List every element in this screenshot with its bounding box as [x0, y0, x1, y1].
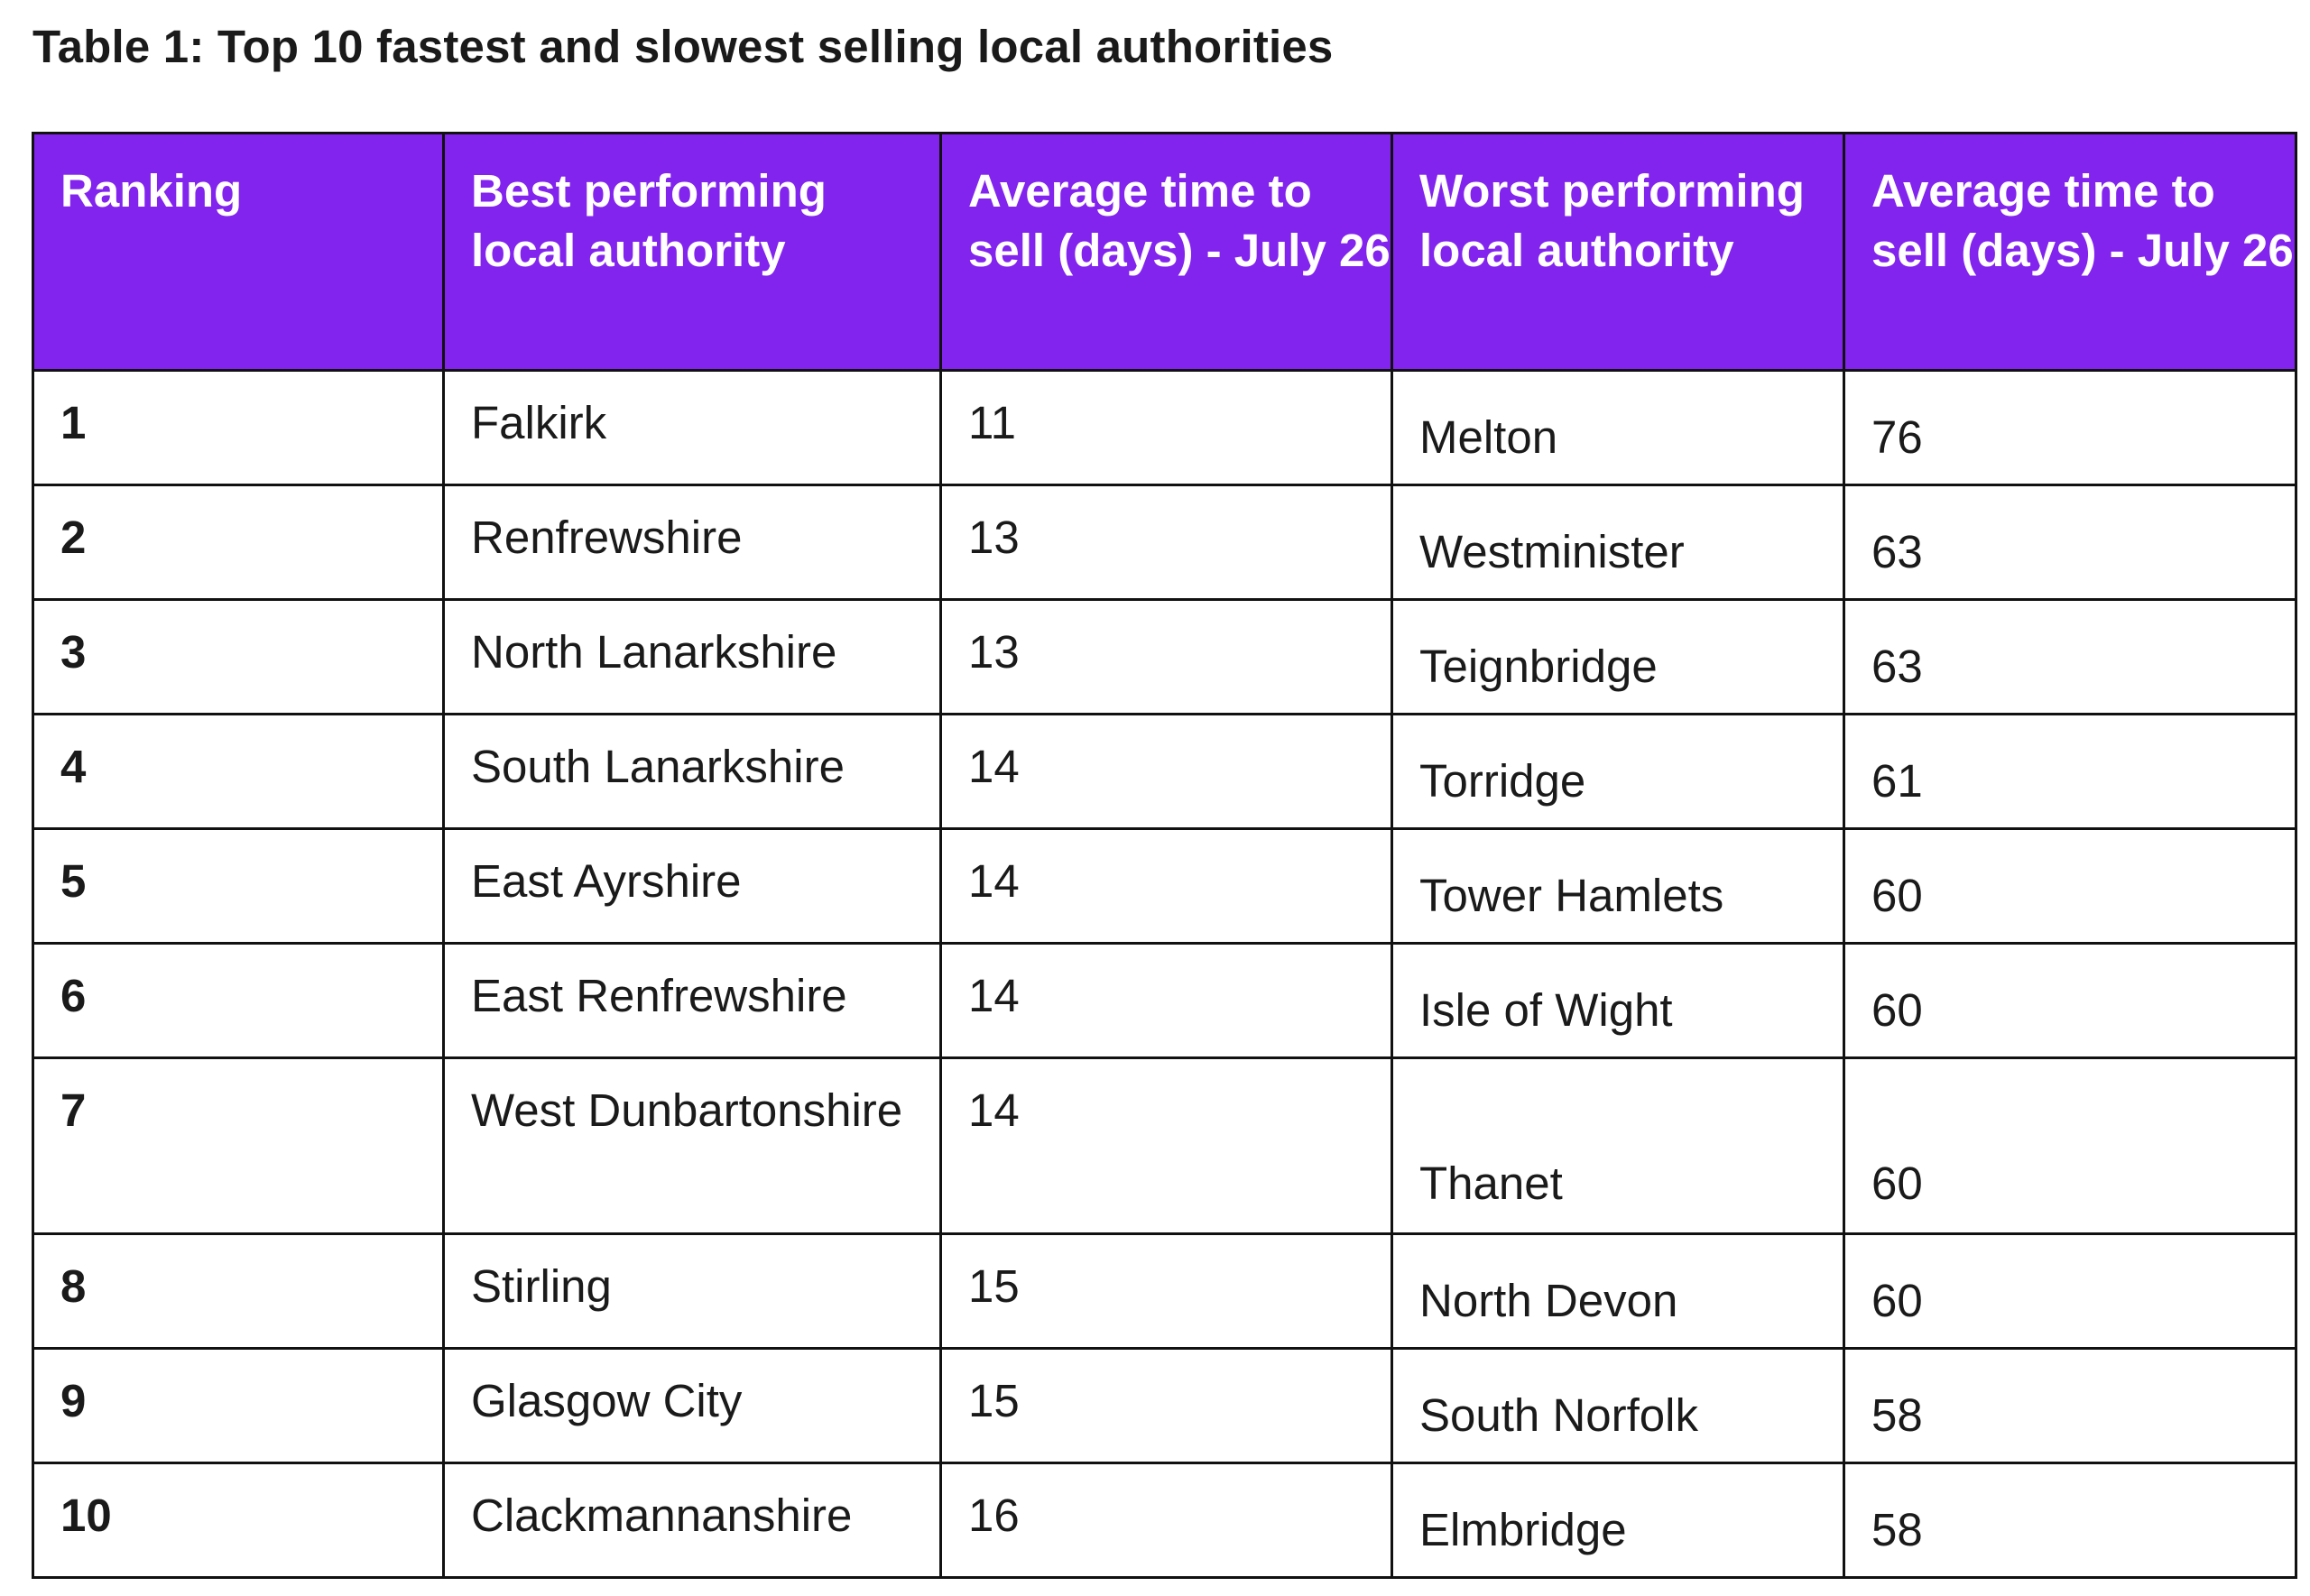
table-row: 4 South Lanarkshire 14 Torridge 61	[32, 713, 2297, 830]
rank-cell: 2	[32, 484, 445, 601]
best-authority-cell: East Renfrewshire	[442, 942, 942, 1059]
rank-cell: 4	[32, 713, 445, 830]
table-row: 8 Stirling 15 North Devon 60	[32, 1232, 2297, 1350]
best-days-cell: 13	[939, 598, 1393, 715]
table-row: 5 East Ayrshire 14 Tower Hamlets 60	[32, 827, 2297, 945]
worst-days-cell: 76	[1843, 369, 2297, 486]
rank-cell: 10	[32, 1462, 445, 1579]
table-row: 6 East Renfrewshire 14 Isle of Wight 60	[32, 942, 2297, 1059]
worst-days-cell: 61	[1843, 713, 2297, 830]
header-best-authority: Best performing local authority	[442, 132, 942, 372]
rank-cell: 3	[32, 598, 445, 715]
best-days-cell: 15	[939, 1347, 1393, 1464]
worst-days-cell: 58	[1843, 1347, 2297, 1464]
best-authority-cell: Clackmannanshire	[442, 1462, 942, 1579]
rankings-table: Ranking Best performing local authority …	[32, 132, 2297, 1579]
best-authority-cell: Stirling	[442, 1232, 942, 1350]
worst-authority-cell: Teignbridge	[1391, 598, 1845, 715]
worst-authority-cell: Torridge	[1391, 713, 1845, 830]
worst-days-cell: 58	[1843, 1462, 2297, 1579]
worst-authority-cell: Melton	[1391, 369, 1845, 486]
table-row: 3 North Lanarkshire 13 Teignbridge 63	[32, 598, 2297, 715]
best-authority-cell: North Lanarkshire	[442, 598, 942, 715]
table-row: 2 Renfrewshire 13 Westminister 63	[32, 484, 2297, 601]
best-days-cell: 14	[939, 827, 1393, 945]
worst-authority-cell: Elmbridge	[1391, 1462, 1845, 1579]
worst-authority-cell: Tower Hamlets	[1391, 827, 1845, 945]
rank-cell: 5	[32, 827, 445, 945]
header-ranking: Ranking	[32, 132, 445, 372]
rank-cell: 7	[32, 1056, 445, 1235]
worst-authority-cell: Isle of Wight	[1391, 942, 1845, 1059]
best-days-cell: 13	[939, 484, 1393, 601]
worst-days-cell: 60	[1843, 1232, 2297, 1350]
worst-authority-cell: South Norfolk	[1391, 1347, 1845, 1464]
worst-authority-cell: Westminister	[1391, 484, 1845, 601]
best-days-cell: 14	[939, 713, 1393, 830]
best-authority-cell: East Ayrshire	[442, 827, 942, 945]
header-row: Ranking Best performing local authority …	[32, 132, 2297, 372]
worst-days-cell: 60	[1843, 827, 2297, 945]
table-row: 1 Falkirk 11 Melton 76	[32, 369, 2297, 486]
best-days-cell: 14	[939, 942, 1393, 1059]
best-days-cell: 14	[939, 1056, 1393, 1235]
rank-cell: 9	[32, 1347, 445, 1464]
best-days-cell: 15	[939, 1232, 1393, 1350]
best-authority-cell: South Lanarkshire	[442, 713, 942, 830]
worst-authority-cell: Thanet	[1391, 1056, 1845, 1235]
header-worst-authority: Worst performing local authority	[1391, 132, 1845, 372]
best-authority-cell: Renfrewshire	[442, 484, 942, 601]
table-row: 7 West Dunbartonshire 14 Thanet 60	[32, 1056, 2297, 1235]
header-best-days: Average time to sell (days) - July 26	[939, 132, 1393, 372]
rank-cell: 6	[32, 942, 445, 1059]
table-row: 10 Clackmannanshire 16 Elmbridge 58	[32, 1462, 2297, 1579]
worst-days-cell: 63	[1843, 598, 2297, 715]
worst-authority-cell: North Devon	[1391, 1232, 1845, 1350]
rank-cell: 8	[32, 1232, 445, 1350]
best-authority-cell: Glasgow City	[442, 1347, 942, 1464]
worst-days-cell: 63	[1843, 484, 2297, 601]
best-authority-cell: Falkirk	[442, 369, 942, 486]
best-days-cell: 16	[939, 1462, 1393, 1579]
rank-cell: 1	[32, 369, 445, 486]
best-authority-cell: West Dunbartonshire	[442, 1056, 942, 1235]
header-worst-days: Average time to sell (days) - July 26	[1843, 132, 2297, 372]
worst-days-cell: 60	[1843, 1056, 2297, 1235]
best-days-cell: 11	[939, 369, 1393, 486]
worst-days-cell: 60	[1843, 942, 2297, 1059]
table-title: Table 1: Top 10 fastest and slowest sell…	[32, 21, 1334, 72]
table-row: 9 Glasgow City 15 South Norfolk 58	[32, 1347, 2297, 1464]
